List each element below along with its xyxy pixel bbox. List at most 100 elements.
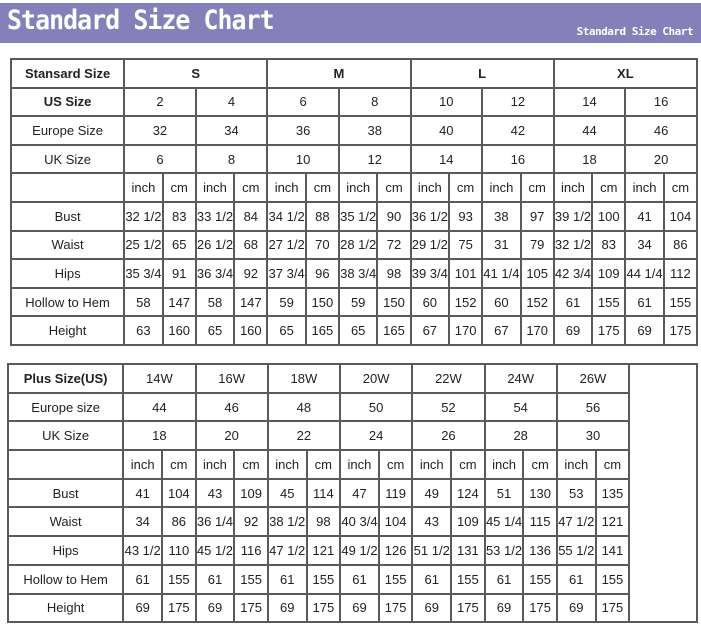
unit-cell: inch bbox=[483, 449, 525, 480]
size-group: XL bbox=[552, 58, 699, 89]
unit-cell: inch bbox=[339, 449, 380, 480]
unit-cell: cm bbox=[233, 449, 269, 480]
measurement-value: 32 1/2 bbox=[123, 200, 164, 232]
measurement-value: 70 bbox=[304, 229, 340, 261]
measurement-value: 39 1/2 bbox=[552, 200, 594, 232]
measurement-value: 39 3/4 bbox=[409, 258, 451, 289]
measurement-value: 36 3/4 bbox=[194, 258, 236, 289]
unit-cell: cm bbox=[304, 172, 340, 203]
banner: Standard Size Chart Standard Size Chart bbox=[0, 3, 701, 43]
measurement-value: 43 bbox=[194, 477, 236, 509]
size-group-row: Stansard Size S M L XL bbox=[9, 58, 699, 89]
measurement-value: 155 bbox=[305, 563, 342, 595]
measurement-value: 155 bbox=[450, 563, 486, 595]
units-row: inch cm inch cm inch cm inch cm inch cm inch cm inch… bbox=[6, 449, 697, 480]
measurement-value: 175 bbox=[662, 315, 699, 346]
uk-size-cell: 8 bbox=[194, 143, 269, 175]
measurement-value: 34 1/2 bbox=[266, 200, 307, 232]
measurement-value: 112 bbox=[662, 258, 699, 289]
measurement-value: 110 bbox=[161, 535, 197, 566]
measurement-value: 49 bbox=[411, 477, 453, 509]
us-size-cell: 10 bbox=[409, 86, 484, 118]
measurement-value: 61 bbox=[483, 563, 525, 595]
measurement-value: 121 bbox=[305, 535, 342, 566]
measurement-value: 36 1/2 bbox=[409, 200, 451, 232]
unit-cell: cm bbox=[662, 172, 699, 203]
measurement-value: 83 bbox=[161, 200, 197, 232]
blank-column bbox=[628, 362, 698, 624]
uk-size-cell: 14 bbox=[409, 143, 484, 175]
measurement-value: 67 bbox=[481, 315, 522, 346]
measurement-value: 79 bbox=[519, 229, 555, 261]
measurement-label: Waist bbox=[6, 506, 125, 538]
measurement-value: 65 bbox=[337, 315, 379, 346]
measurement-value: 160 bbox=[233, 315, 269, 346]
measurement-label: Hollow to Hem bbox=[9, 286, 126, 318]
measurement-value: 40 3/4 bbox=[339, 506, 380, 538]
measurement-value: 72 bbox=[376, 229, 412, 261]
standard-size-table: Stansard Size S M L XL US Size 2 4 6 8 10 12 14 16 Eur… bbox=[9, 58, 699, 346]
measurement-value: 170 bbox=[448, 315, 484, 346]
europe-size-label: Europe size bbox=[6, 391, 125, 423]
measurement-value: 104 bbox=[662, 200, 699, 232]
measurement-value: 45 1/2 bbox=[194, 535, 236, 566]
measurement-value: 155 bbox=[522, 563, 558, 595]
measurement-label: Waist bbox=[9, 229, 126, 261]
measurement-value: 65 bbox=[161, 229, 197, 261]
measurement-value: 63 bbox=[123, 315, 164, 346]
measurement-value: 170 bbox=[519, 315, 555, 346]
unit-cell: cm bbox=[450, 449, 486, 480]
europe-size-cell: 38 bbox=[337, 115, 412, 146]
measurement-value: 83 bbox=[591, 229, 627, 261]
measurement-value: 150 bbox=[376, 286, 412, 318]
measurement-value: 150 bbox=[304, 286, 340, 318]
measurement-value: 69 bbox=[483, 592, 525, 624]
measurement-value: 26 1/2 bbox=[194, 229, 236, 261]
unit-cell: inch bbox=[552, 172, 594, 203]
europe-size-cell: 32 bbox=[123, 115, 197, 146]
measurement-value: 93 bbox=[448, 200, 484, 232]
europe-size-cell: 46 bbox=[194, 391, 269, 423]
europe-size-row: Europe Size 32 34 36 38 40 42 44 46 bbox=[9, 115, 698, 146]
size-group: L bbox=[409, 58, 555, 89]
measurement-label: Height bbox=[6, 592, 125, 624]
uk-size-label: UK Size bbox=[9, 143, 126, 175]
unit-cell: inch bbox=[266, 172, 307, 203]
measurement-row: Bust 41 104 43 109 45 114 47 119 49 124 51 130 53 135 bbox=[6, 477, 697, 509]
us-size-cell: 2 bbox=[123, 86, 197, 118]
measurement-label: Bust bbox=[6, 477, 125, 509]
measurement-value: 90 bbox=[376, 200, 412, 232]
measurement-value: 34 bbox=[122, 506, 164, 538]
us-size-cell: 4 bbox=[194, 86, 269, 118]
measurement-value: 37 3/4 bbox=[266, 258, 307, 289]
measurement-value: 61 bbox=[411, 563, 453, 595]
measurement-value: 60 bbox=[481, 286, 522, 318]
measurement-value: 38 3/4 bbox=[337, 258, 379, 289]
measurement-value: 59 bbox=[266, 286, 307, 318]
measurement-value: 27 1/2 bbox=[266, 229, 307, 261]
measurement-value: 69 bbox=[555, 592, 597, 624]
measurement-value: 68 bbox=[233, 229, 269, 261]
uk-size-cell: 10 bbox=[266, 143, 340, 175]
measurement-row: Hips 43 1/2 110 45 1/2 116 47 1/2 121 49 1/2 126… bbox=[6, 535, 697, 566]
measurement-value: 114 bbox=[305, 477, 342, 509]
header-label: Stansard Size bbox=[9, 58, 126, 89]
measurement-value: 69 bbox=[552, 315, 594, 346]
unit-cell: cm bbox=[591, 172, 627, 203]
measurement-value: 135 bbox=[594, 477, 631, 509]
measurement-value: 155 bbox=[233, 563, 269, 595]
empty-cell bbox=[9, 172, 126, 203]
unit-cell: cm bbox=[376, 172, 412, 203]
uk-size-row: UK Size 6 8 10 12 14 16 18 20 bbox=[9, 143, 698, 175]
measurement-value: 69 bbox=[624, 315, 665, 346]
measurement-value: 160 bbox=[161, 315, 197, 346]
measurement-label: Hips bbox=[9, 258, 126, 289]
europe-size-cell: 50 bbox=[339, 391, 414, 423]
measurement-value: 35 1/2 bbox=[337, 200, 379, 232]
europe-size-cell: 40 bbox=[409, 115, 484, 146]
measurement-value: 31 bbox=[481, 229, 522, 261]
measurement-value: 45 bbox=[266, 477, 308, 509]
europe-size-cell: 44 bbox=[552, 115, 627, 146]
size-group: M bbox=[266, 58, 412, 89]
measurement-value: 141 bbox=[594, 535, 631, 566]
